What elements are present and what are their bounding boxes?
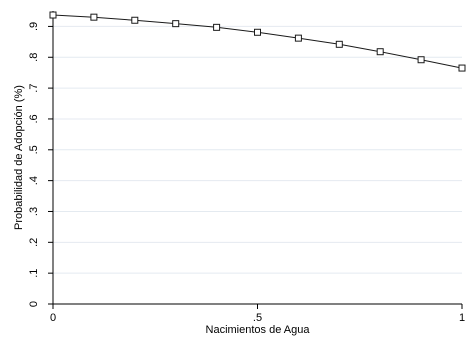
y-tick-label: .7 bbox=[28, 84, 40, 93]
x-tick-label: 1 bbox=[459, 312, 465, 324]
data-point bbox=[376, 48, 384, 56]
x-tick-label: .5 bbox=[253, 312, 262, 324]
data-point bbox=[294, 34, 302, 42]
y-tick-label: .9 bbox=[28, 22, 40, 31]
y-tick-label: 0 bbox=[28, 301, 40, 307]
x-axis-title: Nacimientos de Agua bbox=[206, 324, 311, 336]
series-line bbox=[52, 14, 463, 69]
y-axis-title: Probabilidad de Adopción (%) bbox=[13, 85, 25, 230]
series-layer bbox=[49, 11, 466, 72]
y-tick-label: .1 bbox=[28, 269, 40, 278]
data-point bbox=[90, 13, 98, 21]
x-tick-label: 0 bbox=[50, 312, 56, 324]
axes: 0 .1 .2 .3 .4 .5 .6 .7 .8 .9 0 .5 1 bbox=[28, 11, 465, 324]
data-point bbox=[49, 11, 57, 19]
data-point bbox=[254, 28, 261, 36]
data-point bbox=[335, 40, 343, 48]
data-point bbox=[458, 64, 466, 72]
gridlines bbox=[53, 25, 462, 305]
y-tick-label: .6 bbox=[28, 114, 40, 123]
y-tick-label: .8 bbox=[28, 53, 40, 62]
y-tick-label: .5 bbox=[28, 145, 40, 154]
y-tick-label: .2 bbox=[28, 238, 40, 247]
data-point bbox=[417, 56, 425, 64]
data-point bbox=[131, 16, 139, 24]
y-tick-label: .4 bbox=[28, 176, 40, 185]
data-point bbox=[172, 20, 180, 28]
data-point bbox=[213, 23, 221, 31]
y-tick-label: .3 bbox=[28, 207, 40, 216]
